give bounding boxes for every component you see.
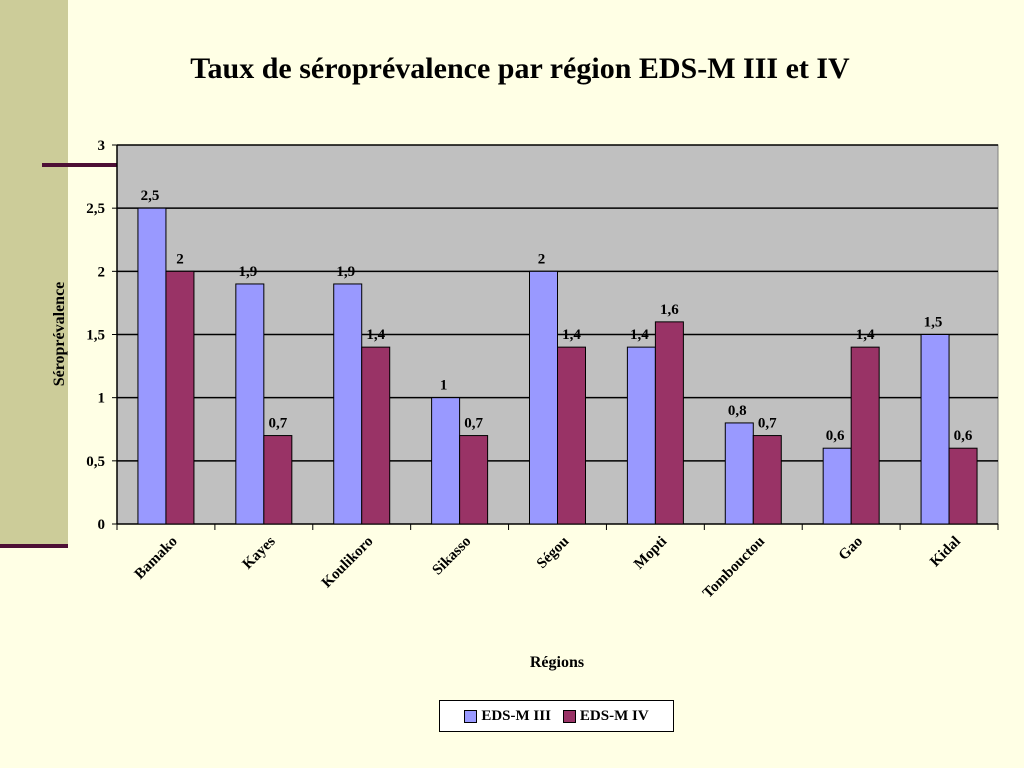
x-tick-label: Kayes [240, 533, 279, 572]
bar-series-1 [235, 283, 265, 525]
data-label-series-2: 0,7 [268, 416, 287, 432]
legend-item-series-1: EDS-M III [464, 708, 551, 725]
data-label-series-1: 1,4 [630, 327, 649, 343]
y-tick-label: 0,5 [86, 454, 105, 470]
data-label-series-1: 0,6 [826, 428, 845, 444]
data-label-series-1: 1,9 [238, 264, 257, 280]
legend-item-series-2: EDS-M IV [562, 707, 649, 725]
x-tick-label: Sikasso [430, 534, 475, 579]
data-label-series-1: 1,9 [336, 264, 355, 280]
legend-label-series-1: EDS-M III [481, 707, 551, 724]
x-tick-label: Kidal [927, 534, 964, 571]
x-tick-label: Bamako [132, 534, 181, 583]
decor-rule-bottom [0, 544, 68, 548]
y-tick-label: 2,5 [86, 201, 105, 217]
data-label-series-2: 0,7 [758, 416, 777, 432]
bar-series-1 [431, 397, 461, 525]
y-tick-label: 3 [98, 138, 106, 154]
data-label-series-2: 1,4 [856, 327, 875, 343]
bar-series-2 [557, 346, 586, 525]
data-label-series-2: 1,4 [366, 327, 385, 343]
decor-rule-top [42, 163, 120, 167]
y-tick-label: 0 [98, 517, 106, 533]
data-label-series-2: 0,6 [954, 428, 973, 444]
x-tick-label: Koulikoro [319, 534, 377, 592]
bar-series-2 [263, 435, 293, 525]
legend-label-series-2: EDS-M IV [579, 707, 649, 724]
data-label-series-2: 1,6 [660, 302, 679, 318]
chart-title: Taux de séroprévalence par région EDS-M … [190, 52, 850, 85]
bar-series-1 [822, 447, 852, 525]
y-axis-title: Séroprévalence [51, 282, 68, 387]
bar-series-1 [724, 422, 754, 525]
x-tick-label: Ségou [534, 534, 572, 572]
x-tick-label: Mopti [631, 534, 670, 573]
data-label-series-2: 1,4 [562, 327, 581, 343]
bar-series-1 [529, 270, 558, 525]
x-axis-title: Régions [530, 654, 584, 671]
bar-series-2 [850, 346, 880, 525]
x-tick-label: Gao [836, 534, 866, 564]
bar-series-2 [948, 447, 978, 525]
bar-series-1 [626, 346, 656, 525]
bar-series-1 [920, 334, 950, 525]
legend-swatch-series-2 [562, 709, 576, 723]
data-label-series-1: 1 [440, 378, 448, 394]
bar-series-1 [333, 283, 363, 525]
y-tick-label: 1 [98, 391, 106, 407]
side-band [0, 0, 68, 548]
legend-swatch-series-1 [464, 709, 478, 723]
y-tick-label: 1,5 [86, 328, 105, 344]
x-tick-label: Tombouctou [700, 534, 768, 602]
data-label-series-2: 2 [176, 251, 184, 267]
chart-legend: EDS-M III EDS-M IV [439, 700, 674, 732]
data-label-series-1: 0,8 [728, 403, 747, 419]
y-tick-label: 2 [98, 264, 106, 280]
data-label-series-1: 1,5 [924, 315, 943, 331]
data-label-series-1: 2,5 [141, 188, 160, 204]
data-label-series-2: 0,7 [464, 416, 483, 432]
data-label-series-1: 2 [538, 251, 546, 267]
bar-series-2 [165, 270, 195, 525]
bar-series-2 [459, 435, 489, 525]
bar-series-1 [137, 207, 167, 525]
bar-series-2 [654, 321, 684, 525]
bar-series-2 [752, 435, 782, 525]
bar-series-2 [361, 346, 391, 525]
